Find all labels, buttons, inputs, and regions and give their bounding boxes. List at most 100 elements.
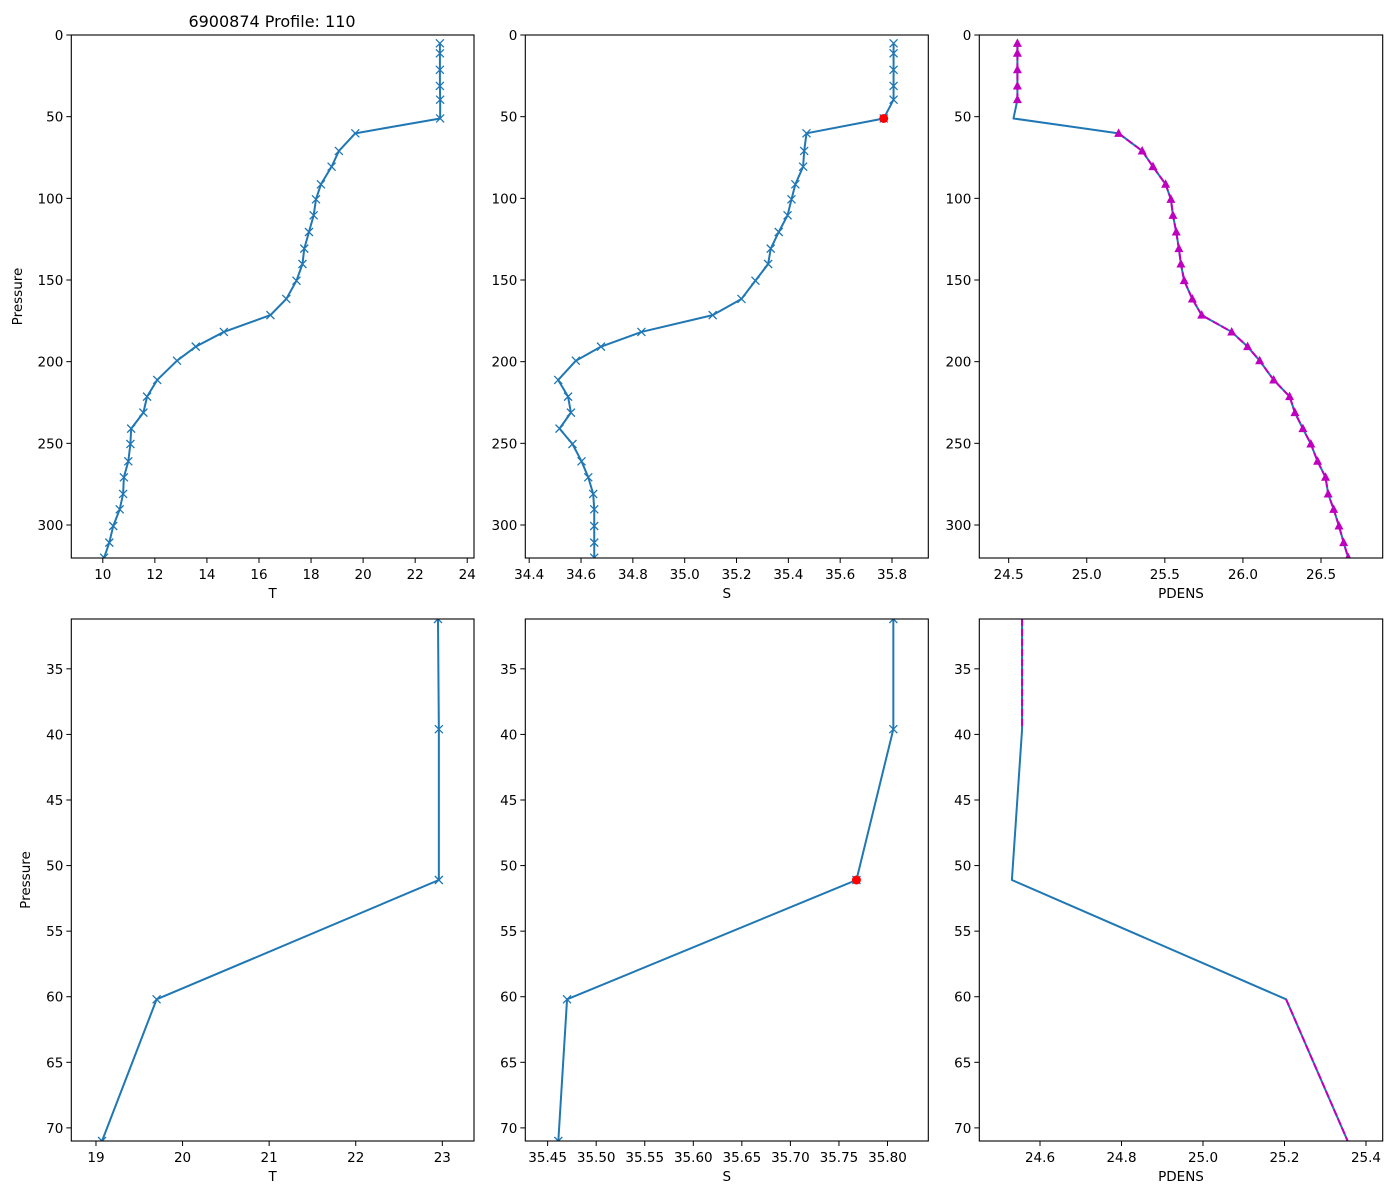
- data-point-triangle-marker: [1179, 275, 1189, 285]
- data-point-triangle-marker: [1345, 552, 1352, 558]
- data-point-x-marker: [774, 227, 784, 237]
- data-point-x-marker: [191, 342, 201, 352]
- y-tick-label: 300: [38, 518, 64, 534]
- x-tick-label: 25.0: [1188, 1150, 1218, 1166]
- y-tick-label: 70: [954, 1121, 971, 1137]
- series-line: [557, 619, 895, 1141]
- data-point-x-marker: [736, 294, 746, 304]
- data-point-triangle-marker: [1227, 326, 1237, 336]
- data-point-x-marker: [589, 538, 599, 548]
- data-point-triangle-marker: [1334, 520, 1344, 530]
- y-tick-label: 70: [500, 1121, 517, 1137]
- data-point-triangle-marker: [1329, 504, 1339, 513]
- x-tick-label: 35.65: [723, 1150, 762, 1166]
- data-point-x-marker: [889, 65, 899, 75]
- data-point-x-marker: [435, 114, 445, 123]
- data-point-x-marker: [292, 276, 301, 286]
- y-tick-label: 200: [946, 355, 972, 371]
- data-point-triangle-marker: [1298, 423, 1308, 433]
- x-tick-label: 26.5: [1306, 567, 1336, 583]
- series-bad-s: [851, 875, 861, 885]
- x-tick-label: 35.60: [674, 1150, 713, 1166]
- axes-frame: [524, 34, 929, 559]
- data-point-x-marker: [588, 489, 598, 499]
- data-point-x-marker: [798, 162, 808, 172]
- x-tick-label: 25.2: [1269, 1150, 1299, 1166]
- x-axis-label: PDENS: [1158, 1169, 1204, 1185]
- x-tick-label: 22: [407, 567, 424, 583]
- data-point-x-marker: [435, 81, 445, 91]
- y-tick-label: 50: [954, 859, 971, 875]
- panel-top-PDENS: 24.5 25.0 25.5 26.0 26.5 0 50 100 150 200 250 300 PD…: [946, 28, 1384, 602]
- x-tick-label: 18: [302, 567, 319, 583]
- data-point-triangle-marker: [1012, 94, 1022, 104]
- data-point-triangle-marker: [1171, 226, 1181, 236]
- x-tick-label: 25.0: [1072, 567, 1102, 583]
- x-tick-label: 19: [87, 1150, 104, 1166]
- series-s: [553, 619, 898, 1141]
- data-point-x-marker: [327, 162, 337, 172]
- data-point-x-marker: [115, 504, 125, 514]
- y-axis-label: Pressure: [18, 851, 34, 909]
- data-point-x-marker: [138, 408, 148, 418]
- x-axis-label: T: [268, 586, 278, 602]
- x-tick-label: 12: [146, 567, 163, 583]
- axes-frame: [978, 34, 1384, 559]
- x-tick-label: 35.6: [825, 567, 855, 583]
- y-tick-label: 35: [500, 662, 517, 678]
- plot-area: [553, 38, 899, 558]
- x-tick-label: 35.4: [773, 567, 803, 583]
- data-point-triangle-marker: [1114, 128, 1124, 137]
- data-point-x-marker: [311, 194, 321, 204]
- x-tick-label: 34.6: [566, 567, 596, 583]
- x-tick-label: 35.2: [721, 567, 751, 583]
- y-tick-label: 60: [500, 990, 517, 1006]
- data-point-x-marker: [787, 194, 796, 204]
- y-tick-label: 60: [46, 990, 63, 1006]
- y-tick-label: 35: [46, 662, 63, 678]
- data-point-triangle-marker: [1137, 145, 1147, 155]
- series-pdens-good: [1012, 38, 1352, 558]
- panel-top-S: 34.4 34.6 34.8 35.0 35.2 35.4 35.6 35.8 0 50 100 15…: [492, 28, 929, 602]
- series-pdens: [1010, 619, 1349, 1141]
- x-tick-label: 20: [174, 1150, 191, 1166]
- y-axis-label: Pressure: [10, 268, 26, 326]
- plot-area: [97, 619, 444, 1141]
- series-t: [99, 38, 445, 558]
- data-point-triangle-marker: [1243, 341, 1253, 351]
- series-pdens-good: [1021, 619, 1349, 1141]
- data-point-x-marker: [435, 48, 445, 58]
- x-tick-label: 24: [459, 567, 476, 583]
- data-point-x-marker: [433, 619, 443, 624]
- data-point-triangle-marker: [1174, 243, 1184, 253]
- data-point-x-marker: [265, 310, 275, 320]
- x-tick-label: 24.8: [1106, 1150, 1136, 1166]
- data-point-x-marker: [708, 310, 718, 320]
- data-point-x-marker: [435, 38, 445, 48]
- y-tick-label: 150: [946, 273, 972, 289]
- x-tick-label: 23: [434, 1150, 451, 1166]
- data-point-triangle-marker: [1187, 293, 1197, 303]
- data-point-x-marker: [888, 619, 898, 624]
- x-tick-label: 10: [94, 567, 111, 583]
- data-point-triangle-marker: [1012, 48, 1022, 57]
- panel-bottom-PDENS: 24.6 24.8 25.0 25.2 25.4 35 40 45 50 55 60 65 70 PDEN…: [954, 618, 1384, 1185]
- y-tick-label: 55: [954, 924, 971, 940]
- x-tick-label: 24.5: [994, 567, 1024, 583]
- data-point-x-marker: [309, 210, 319, 220]
- y-tick-label: 45: [954, 793, 971, 809]
- y-tick-label: 150: [492, 273, 518, 289]
- data-point-triangle-marker: [1306, 438, 1316, 448]
- data-point-x-marker: [802, 128, 811, 138]
- x-tick-label: 21: [261, 1150, 278, 1166]
- x-tick-label: 35.75: [820, 1150, 859, 1166]
- x-tick-label: 26.0: [1228, 567, 1258, 583]
- data-point-x-marker: [281, 294, 291, 304]
- y-tick-label: 65: [954, 1055, 971, 1071]
- series-s: [553, 38, 899, 558]
- data-point-x-marker: [790, 179, 800, 189]
- data-point-x-marker: [888, 724, 898, 734]
- y-tick-label: 200: [492, 355, 518, 371]
- data-point-triangle-marker: [1166, 194, 1176, 203]
